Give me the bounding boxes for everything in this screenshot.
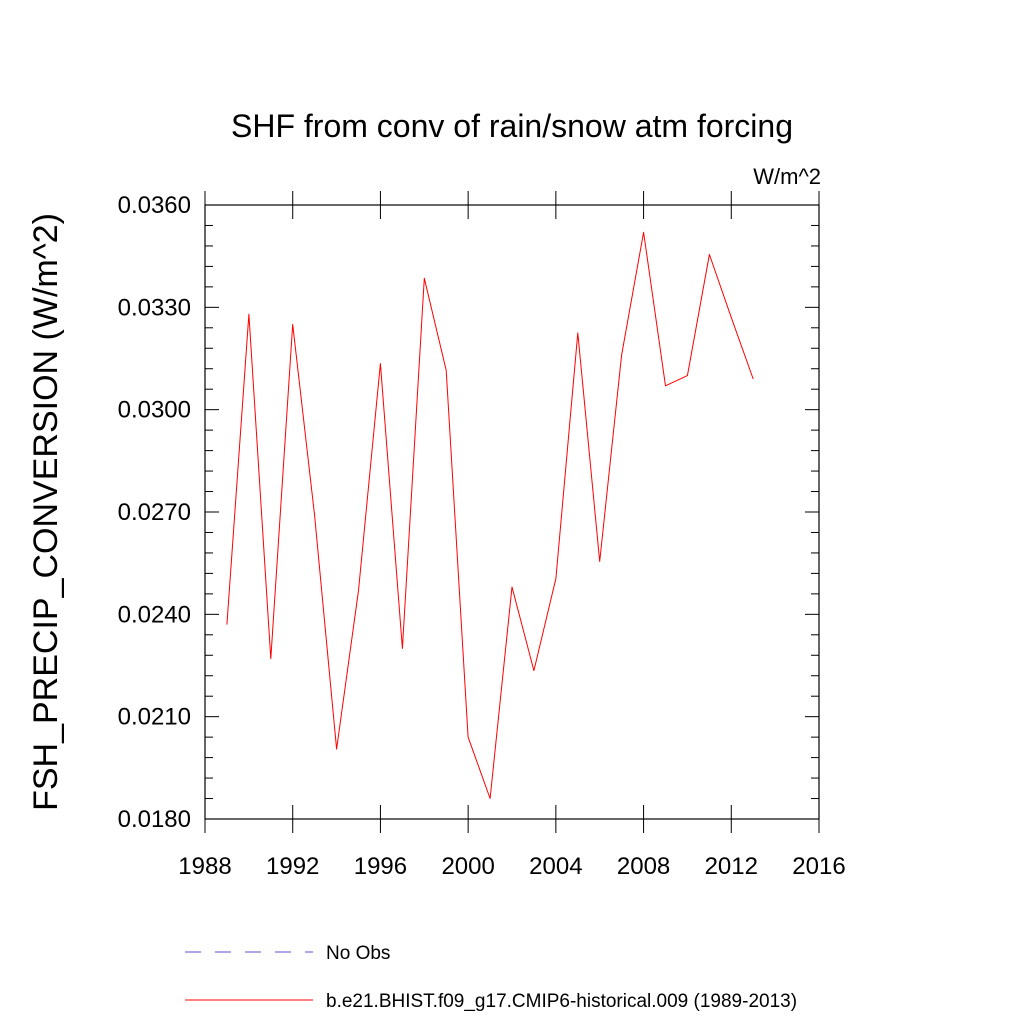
legend-label-model: b.e21.BHIST.f09_g17.CMIP6-historical.009… (326, 991, 797, 1012)
y-tick-label: 0.0330 (118, 294, 191, 321)
x-tick-label: 1996 (354, 853, 407, 880)
y-tick-label: 0.0240 (118, 601, 191, 628)
x-tick-label: 2000 (441, 853, 494, 880)
y-tick-label: 0.0180 (118, 806, 191, 833)
y-tick-label: 0.0210 (118, 704, 191, 731)
y-axis-label: FSH_PRECIP_CONVERSION (W/m^2) (27, 213, 65, 811)
x-tick-label: 1988 (178, 853, 231, 880)
x-axis-ticks: 1988 1992 1996 2000 2004 2008 2012 2016 (178, 191, 846, 880)
y-axis-ticks: 0.0180 0.0210 0.0240 0.0270 0.0300 0.0330 0.03… (118, 192, 819, 833)
x-tick-label: 2012 (705, 853, 758, 880)
legend-label-no-obs: No Obs (326, 943, 390, 964)
x-tick-label: 1992 (266, 853, 319, 880)
x-tick-label: 2004 (529, 853, 582, 880)
x-tick-label: 2016 (792, 853, 845, 880)
plot-frame (204, 204, 820, 820)
series-line (226, 231, 754, 799)
series-group (226, 231, 754, 799)
units-label: W/m^2 (753, 164, 821, 189)
chart-title: SHF from conv of rain/snow atm forcing (231, 108, 793, 144)
y-tick-label: 0.0270 (118, 499, 191, 526)
y-tick-label: 0.0360 (118, 192, 191, 219)
y-tick-label: 0.0300 (118, 397, 191, 424)
legend: No Obs b.e21.BHIST.f09_g17.CMIP6-histori… (185, 943, 797, 1012)
x-tick-label: 2008 (617, 853, 670, 880)
